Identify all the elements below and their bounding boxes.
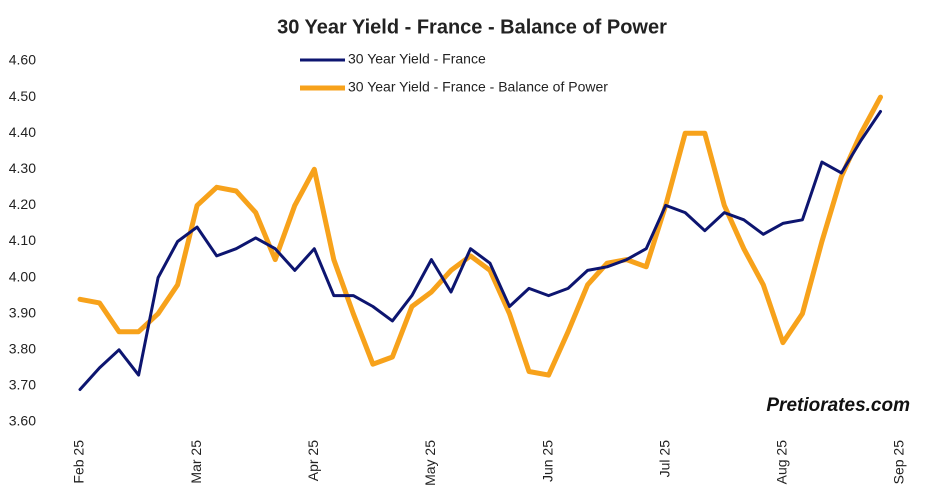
y-tick-label: 4.40 [9,124,36,140]
x-tick-label: Mar 25 [188,440,204,484]
y-tick-label: 4.20 [9,196,36,212]
y-tick-label: 4.00 [9,268,36,284]
series-line [78,110,882,391]
y-tick-label: 4.50 [9,88,36,104]
legend-label: 30 Year Yield - France - Balance of Powe… [348,79,608,95]
x-tick-label: Jun 25 [539,440,555,482]
legend-label: 30 Year Yield - France [348,51,486,67]
y-tick-label: 4.60 [9,52,36,68]
y-tick-label: 3.80 [9,341,36,357]
x-tick-label: Aug 25 [774,440,790,485]
y-tick-label: 4.10 [9,232,36,248]
x-tick-label: Feb 25 [71,440,87,484]
chart-title: 30 Year Yield - France - Balance of Powe… [277,16,667,38]
y-tick-label: 3.90 [9,304,36,320]
series-line [77,94,883,378]
x-tick-label: Sep 25 [891,440,907,485]
x-tick-label: Apr 25 [305,440,321,481]
x-tick-label: May 25 [422,440,438,486]
watermark: Pretiorates.com [766,395,910,416]
y-tick-label: 3.70 [9,377,36,393]
y-tick-label: 4.30 [9,160,36,176]
x-tick-label: Jul 25 [656,440,672,478]
y-tick-label: 3.60 [9,413,36,429]
